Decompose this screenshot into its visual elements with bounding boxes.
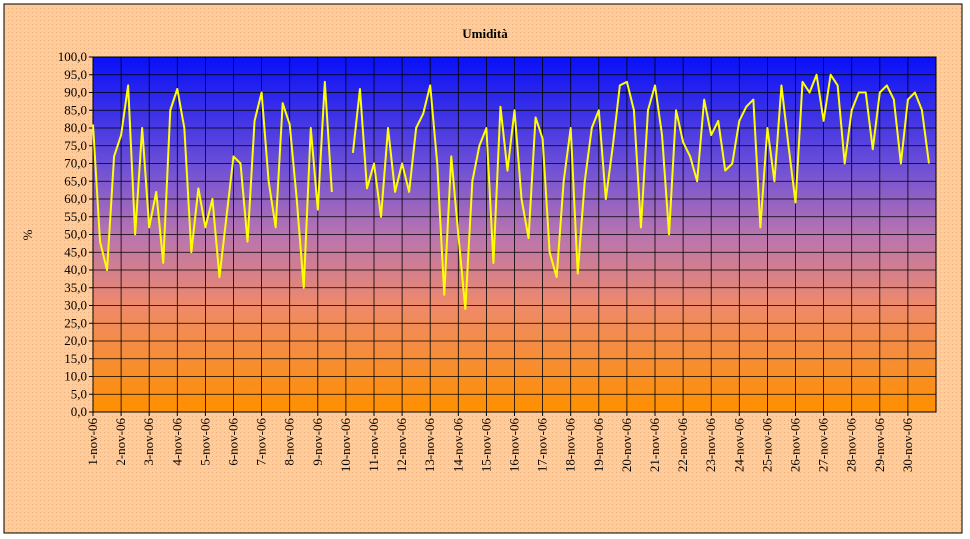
x-tick-label: 6-nov-06 (226, 418, 241, 466)
x-tick-label: 1-nov-06 (85, 418, 100, 466)
y-tick-label: 25,0 (64, 315, 87, 330)
x-tick-label: 19-nov-06 (591, 418, 606, 473)
y-tick-label: 40,0 (64, 262, 87, 277)
y-tick-label: 60,0 (64, 191, 87, 206)
chart-title: Umidità (462, 26, 508, 41)
x-tick-label: 30-nov-06 (900, 418, 915, 473)
x-tick-label: 20-nov-06 (619, 418, 634, 473)
x-tick-label: 5-nov-06 (197, 418, 212, 466)
x-tick-label: 28-nov-06 (844, 418, 859, 473)
y-tick-label: 35,0 (64, 280, 87, 295)
y-tick-label: 50,0 (64, 227, 87, 242)
x-tick-label: 24-nov-06 (731, 418, 746, 473)
y-tick-label: 65,0 (64, 173, 87, 188)
x-tick-label: 17-nov-06 (535, 418, 550, 473)
x-tick-label: 22-nov-06 (675, 418, 690, 473)
y-tick-label: 15,0 (64, 351, 87, 366)
x-tick-label: 11-nov-06 (366, 418, 381, 472)
x-tick-label: 10-nov-06 (338, 418, 353, 473)
y-tick-label: 55,0 (64, 209, 87, 224)
y-tick-label: 45,0 (64, 244, 87, 259)
y-tick-label: 85,0 (64, 102, 87, 117)
x-tick-label: 8-nov-06 (282, 418, 297, 466)
x-tick-label: 15-nov-06 (478, 418, 493, 473)
x-tick-label: 14-nov-06 (450, 418, 465, 473)
y-tick-label: 10,0 (64, 369, 87, 384)
y-tick-label: 30,0 (64, 298, 87, 313)
x-tick-label: 13-nov-06 (422, 418, 437, 473)
x-tick-label: 2-nov-06 (113, 418, 128, 466)
y-tick-label: 80,0 (64, 120, 87, 135)
y-tick-label: 0,0 (71, 404, 87, 419)
y-tick-label: 95,0 (64, 67, 87, 82)
x-tick-label: 18-nov-06 (563, 418, 578, 473)
x-tick-label: 29-nov-06 (872, 418, 887, 473)
y-tick-label: 90,0 (64, 85, 87, 100)
x-tick-label: 3-nov-06 (141, 418, 156, 466)
x-tick-label: 7-nov-06 (254, 418, 269, 466)
y-tick-label: 75,0 (64, 138, 87, 153)
x-tick-label: 25-nov-06 (759, 418, 774, 473)
x-tick-label: 27-nov-06 (816, 418, 831, 473)
x-tick-label: 9-nov-06 (310, 418, 325, 466)
plot-border (92, 56, 937, 413)
x-tick-label: 26-nov-06 (788, 418, 803, 473)
x-tick-label: 12-nov-06 (394, 418, 409, 473)
data-line (92, 73, 930, 311)
y-tick-label: 70,0 (64, 156, 87, 171)
x-tick-label: 4-nov-06 (169, 418, 184, 466)
x-tick-label: 23-nov-06 (703, 418, 718, 473)
y-tick-label: 20,0 (64, 333, 87, 348)
y-axis-label: % (20, 229, 35, 240)
x-tick-label: 21-nov-06 (647, 418, 662, 473)
y-tick-label: 100,0 (58, 49, 87, 64)
y-tick-label: 5,0 (71, 386, 87, 401)
x-tick-label: 16-nov-06 (507, 418, 522, 473)
